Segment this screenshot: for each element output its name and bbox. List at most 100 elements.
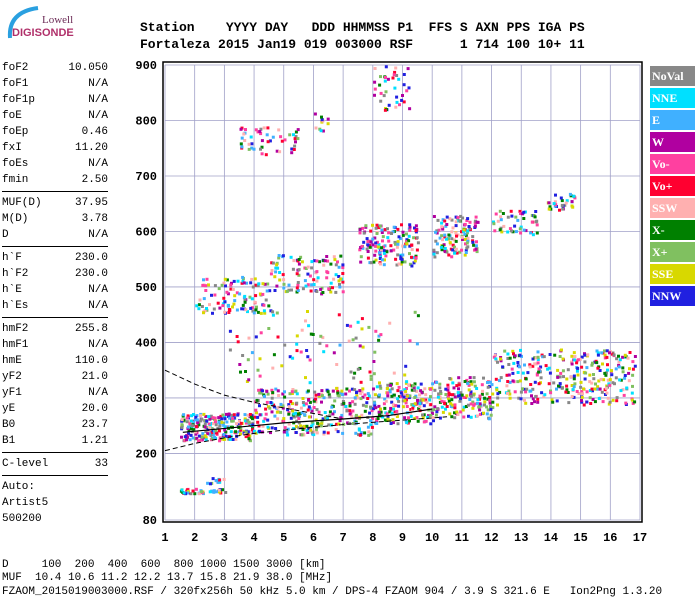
echo-point: [471, 235, 475, 239]
echo-point: [214, 429, 218, 433]
echo-point: [200, 435, 204, 439]
echo-point: [369, 261, 373, 265]
echo-point: [378, 224, 382, 228]
file-info: FZAOM_2015019003000.RSF / 320fx256h 50 k…: [2, 586, 663, 598]
echo-point: [474, 247, 478, 251]
x-tick-label: 14: [544, 531, 558, 545]
echo-point: [294, 130, 298, 134]
echo-point: [339, 254, 343, 258]
echo-point: [572, 377, 576, 381]
echo-point: [321, 336, 325, 340]
echo-point: [290, 288, 293, 292]
echo-point: [359, 255, 363, 259]
echo-point: [596, 366, 600, 370]
echo-point: [185, 420, 189, 424]
echo-point: [297, 273, 301, 277]
echo-point: [310, 424, 314, 428]
echo-point: [393, 410, 397, 414]
echo-point: [269, 431, 272, 435]
echo-point: [408, 107, 412, 111]
echo-point: [359, 260, 363, 264]
echo-point: [333, 410, 336, 414]
logo-arc-icon: [7, 6, 39, 39]
echo-point: [387, 239, 391, 243]
echo-point: [310, 283, 314, 287]
echo-point: [293, 137, 297, 141]
echo-point: [258, 413, 262, 417]
echo-point: [222, 296, 226, 300]
echo-point: [412, 261, 416, 265]
echo-point: [187, 428, 191, 432]
echo-point: [206, 481, 210, 485]
echo-point: [255, 411, 258, 415]
echo-point: [580, 355, 584, 359]
echo-point: [522, 210, 526, 214]
echo-point: [227, 414, 230, 418]
echo-point: [214, 490, 218, 494]
echo-point: [558, 375, 562, 379]
echo-point: [499, 357, 502, 361]
echo-point: [240, 307, 244, 311]
echo-point: [341, 400, 345, 403]
muf-row: MUF 10.4 10.6 11.2 12.2 13.7 15.8 21.9 3…: [2, 572, 333, 584]
echo-point: [384, 65, 388, 69]
echo-point: [455, 234, 458, 238]
echo-point: [547, 207, 551, 211]
echo-point: [202, 297, 206, 301]
echo-point: [239, 421, 243, 425]
echo-point: [289, 416, 293, 420]
echo-point: [560, 203, 564, 207]
echo-point: [220, 283, 224, 287]
echo-point: [211, 477, 215, 481]
echo-point: [285, 289, 289, 293]
param-row: foEs N/A: [2, 156, 108, 172]
echo-point: [425, 400, 429, 404]
echo-point: [533, 380, 537, 384]
echo-point: [472, 380, 476, 384]
param-row: yF1 N/A: [2, 385, 108, 401]
echo-point: [535, 223, 539, 227]
echo-point: [571, 388, 575, 392]
echo-point: [413, 226, 416, 230]
echo-point: [244, 128, 247, 131]
echo-point: [223, 277, 227, 281]
echo-point: [256, 415, 260, 419]
echo-point: [473, 221, 477, 225]
echo-point: [378, 83, 382, 87]
echo-point: [608, 400, 612, 404]
echo-point: [516, 361, 520, 364]
echo-point: [379, 262, 382, 266]
echo-point: [294, 389, 298, 393]
echo-point: [446, 386, 450, 390]
echo-point: [296, 281, 300, 284]
echo-point: [540, 391, 544, 395]
echo-point: [539, 376, 543, 380]
echo-point: [252, 147, 256, 151]
echo-point: [341, 263, 345, 267]
echo-point: [235, 308, 239, 312]
echo-point: [404, 401, 408, 405]
echo-point: [489, 407, 493, 411]
echo-point: [250, 146, 254, 150]
param-value: N/A: [88, 300, 108, 312]
echo-point: [281, 273, 285, 277]
echo-point: [588, 373, 592, 377]
echo-point: [292, 259, 296, 263]
echo-point: [439, 245, 443, 249]
echo-point: [218, 439, 222, 443]
echo-point: [344, 405, 348, 408]
echo-point: [435, 242, 439, 246]
echo-point: [201, 432, 205, 436]
echo-point: [516, 380, 520, 384]
echo-point: [385, 412, 389, 416]
echo-point: [216, 426, 220, 430]
echo-point: [404, 364, 408, 368]
echo-point: [372, 360, 376, 363]
echo-point: [328, 414, 332, 418]
echo-point: [552, 202, 556, 206]
echo-point: [260, 430, 264, 434]
echo-point: [413, 396, 417, 399]
echo-point: [271, 261, 275, 265]
param-name: foEs: [2, 158, 29, 170]
echo-point: [354, 413, 358, 417]
